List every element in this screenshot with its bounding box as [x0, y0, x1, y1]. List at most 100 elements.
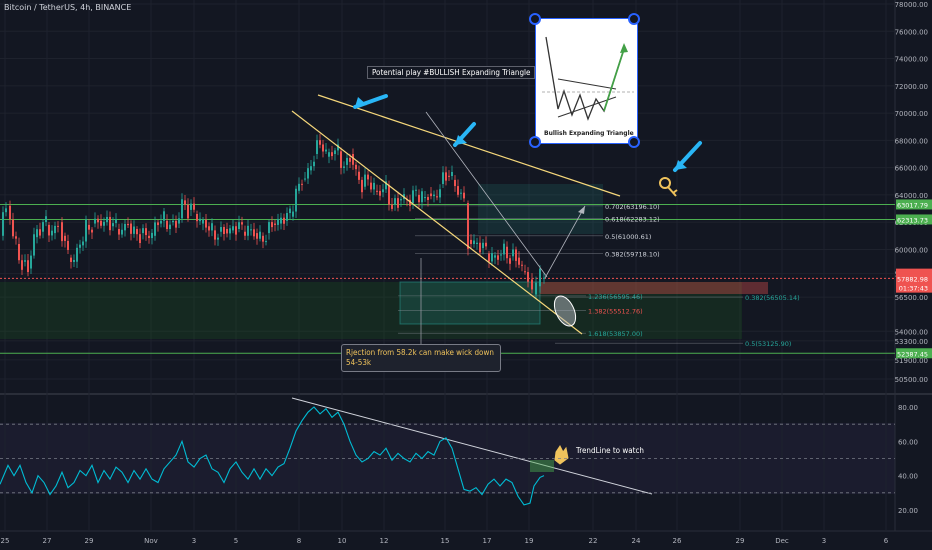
time-tick-label: 12 — [380, 537, 389, 545]
price-tick-label: 78000.00 — [895, 1, 928, 9]
candle-body — [33, 234, 35, 256]
candle-body — [313, 161, 315, 167]
upper-trend-line — [317, 94, 621, 197]
candle-body — [367, 174, 369, 180]
candle-body — [139, 234, 141, 244]
arrow-cyan-icon — [455, 135, 467, 145]
price-tag-box — [896, 282, 932, 293]
resize-handle-tl[interactable] — [529, 13, 541, 25]
price-tag-box — [896, 348, 932, 359]
candle-body — [112, 223, 114, 227]
trendline-annotation[interactable]: TrendLine to watch — [576, 446, 644, 455]
candle-body — [488, 253, 490, 262]
price-tick-label: 51900.00 — [895, 357, 928, 365]
time-tick-label: 19 — [525, 537, 534, 545]
candle-body — [349, 157, 351, 162]
candle-body — [214, 230, 216, 240]
time-tick-label: 25 — [1, 537, 10, 545]
price-tick-label: 56500.00 — [895, 294, 928, 302]
candle-body — [418, 194, 420, 203]
candle-body — [57, 225, 59, 227]
fib-level-label: 0.5(53125.90) — [745, 340, 791, 348]
candle-body — [292, 211, 294, 217]
price-tags: 58227.15BTCUSDT57882.9801:37:4363017.796… — [896, 199, 932, 359]
candle-body — [54, 225, 56, 234]
candle-body — [12, 219, 14, 237]
candle-body — [145, 228, 147, 236]
target-arrow-icon — [578, 206, 585, 214]
price-tick-label: 72000.00 — [895, 83, 928, 91]
resize-handle-tr[interactable] — [628, 13, 640, 25]
resize-handle-br[interactable] — [628, 136, 640, 148]
candle-body — [91, 229, 93, 233]
time-tick-label: Nov — [144, 537, 158, 545]
candle-body — [205, 219, 207, 228]
candle-body — [527, 272, 529, 282]
key-icon — [659, 177, 671, 189]
candle-body — [346, 157, 348, 165]
candle-body — [199, 218, 201, 222]
candle-body — [442, 172, 444, 184]
price-pane[interactable] — [0, 0, 895, 393]
candle-body — [109, 216, 111, 231]
resize-handle-bl[interactable] — [529, 136, 541, 148]
drawings[interactable] — [291, 94, 702, 495]
candle-body — [244, 231, 246, 236]
candle-body — [136, 229, 138, 235]
candle-body — [97, 218, 99, 223]
price-tick-label: 66000.00 — [895, 165, 928, 173]
candle-body — [343, 166, 345, 168]
candle-body — [271, 222, 273, 228]
candle-body — [67, 240, 69, 250]
candle-body — [364, 174, 366, 187]
candle-body — [467, 203, 469, 249]
candle-body — [193, 203, 195, 210]
candle-body — [352, 154, 354, 165]
candle-body — [274, 223, 276, 225]
price-tick-label: 76000.00 — [895, 28, 928, 36]
title-annotation[interactable]: Potential play #BULLISH Expanding Triang… — [367, 66, 536, 79]
time-tick-label: 8 — [297, 537, 301, 545]
target-line — [544, 205, 586, 279]
candle-body — [103, 221, 105, 226]
time-axis[interactable]: 25 27 29 Nov 3 5 8 10 12 15 17 19 22 24 26 29 Dec 3 6 — [1, 537, 889, 545]
time-tick-label: 3 — [822, 537, 826, 545]
symbol-header[interactable]: Bitcoin / TetherUS, 4h, BINANCE — [4, 3, 132, 12]
candle-body — [70, 257, 72, 262]
candle-body — [397, 198, 399, 208]
candle-body — [2, 212, 4, 236]
candle-body — [235, 226, 237, 235]
candle-body — [436, 196, 438, 198]
fib-level-label: 0.382(56505.14) — [745, 294, 800, 302]
note-annotation[interactable]: Rjection from 58.2k can make wick down 5… — [341, 344, 501, 372]
fib-level-label: 1.618(53857.00) — [588, 330, 643, 338]
candle-body — [82, 241, 84, 246]
candle-body — [298, 183, 300, 191]
level-lines: 0.702(63196.10) 0.618(62283.12) 0.5(61000.… — [0, 203, 895, 354]
candle-body — [518, 257, 520, 265]
candle-body — [178, 218, 180, 224]
candle-body — [196, 214, 198, 222]
candle-body — [27, 260, 29, 273]
time-tick-label: 6 — [884, 537, 889, 545]
candle-body — [9, 205, 11, 220]
candle-body — [503, 243, 505, 255]
pattern-image-card[interactable]: Bullish Expanding Triangle — [535, 18, 638, 144]
wick-target-ellipse — [553, 295, 577, 327]
candle-body — [169, 224, 171, 230]
candle-body — [39, 229, 41, 236]
candle-body — [424, 197, 426, 199]
candle-body — [64, 235, 66, 241]
candle-body — [256, 233, 258, 239]
rsi-indicator — [0, 406, 895, 506]
candle-body — [190, 203, 192, 210]
candle-body — [304, 178, 306, 180]
candle-body — [535, 282, 537, 295]
time-tick-label: 22 — [589, 537, 598, 545]
candle-body — [491, 252, 493, 262]
rsi-pane[interactable] — [0, 396, 895, 531]
candle-body — [322, 144, 324, 152]
candle-body — [470, 239, 472, 244]
candle-body — [286, 213, 288, 221]
